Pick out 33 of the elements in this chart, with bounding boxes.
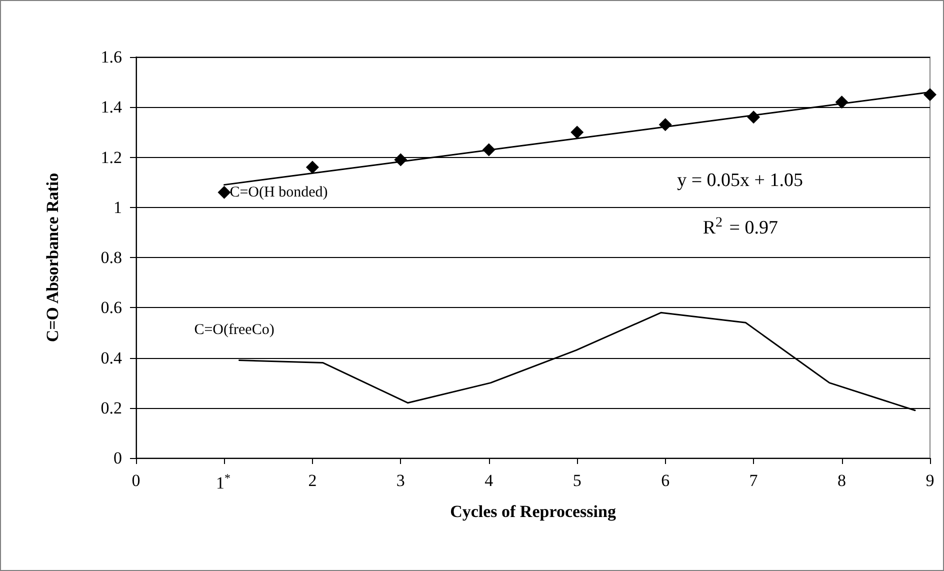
- x-tick-label: 1*: [216, 471, 230, 492]
- point: [218, 186, 231, 199]
- x-tick-label: 9: [926, 471, 934, 490]
- y-tick-label: 0.2: [100, 398, 122, 418]
- y-tick-label: 1.4: [100, 98, 122, 117]
- y-tick-label: 1.6: [100, 48, 122, 66]
- point: [658, 118, 672, 132]
- annotation: y = 0.05x + 1.05: [677, 170, 804, 191]
- point: [394, 153, 408, 166]
- x-tick-label: 5: [572, 471, 582, 490]
- y-tick-label: 0: [114, 448, 122, 468]
- point: [570, 126, 584, 139]
- point: [835, 96, 848, 109]
- y-tick-label: 0.4: [100, 348, 122, 368]
- y-axis-title: C=O Absorbance Ratio: [43, 172, 62, 342]
- x-tick-label: 0: [132, 471, 140, 490]
- y-tick-label: 1.2: [100, 148, 122, 167]
- x-tick-label: 8: [838, 471, 846, 490]
- point: [924, 88, 936, 102]
- point: [306, 160, 319, 174]
- point: [747, 110, 760, 124]
- point: [482, 143, 496, 156]
- x-tick-label: 4: [484, 471, 494, 490]
- series-label: C=O(H bonded): [230, 184, 328, 200]
- y-tick-label: 0.6: [100, 298, 122, 318]
- x-tick-label: 7: [749, 471, 758, 490]
- x-tick-label: 6: [661, 471, 670, 490]
- series-label: C=O(freeCo): [194, 322, 274, 338]
- x-tick-label: 2: [308, 471, 317, 490]
- x-tick-label: 3: [396, 471, 405, 490]
- y-tick-label: 1: [114, 198, 122, 217]
- x-axis-title: Cycles of Reprocessing: [450, 502, 616, 521]
- y-tick-label: 0.8: [100, 248, 122, 267]
